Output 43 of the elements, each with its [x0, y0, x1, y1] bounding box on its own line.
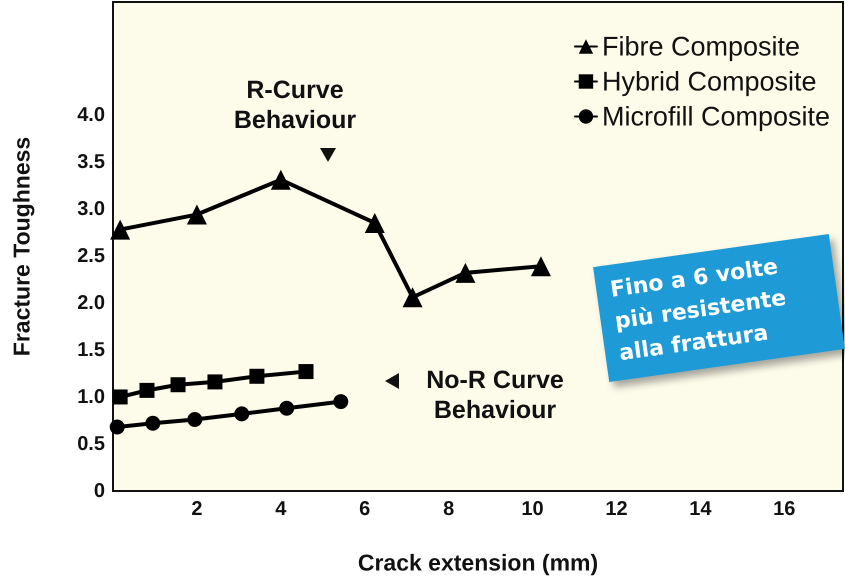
y-tick-label: 3.0	[77, 198, 105, 220]
point	[145, 416, 160, 431]
point	[333, 394, 348, 410]
x-tick-label: 2	[191, 498, 202, 520]
point	[139, 382, 154, 398]
legend-label: Hybrid Composite	[602, 66, 817, 96]
annotation: No-R Curve Behaviour	[425, 365, 565, 425]
point	[170, 377, 186, 392]
y-tick-label: 0.5	[77, 432, 105, 455]
x-tick-label: 10	[521, 498, 544, 520]
point	[279, 400, 294, 416]
legend-label: Fibre Composite	[602, 32, 800, 62]
point	[207, 374, 222, 390]
point	[530, 256, 551, 276]
point	[402, 287, 423, 308]
point	[186, 204, 207, 225]
y-tick-label: 0	[94, 480, 105, 502]
point	[110, 220, 130, 240]
legend-label: Microfill Composite	[602, 102, 830, 132]
x-tick-label: 16	[773, 498, 796, 520]
x-tick-label: 14	[689, 498, 712, 520]
point	[234, 406, 250, 422]
point	[270, 170, 291, 190]
x-tick-label: 8	[443, 498, 454, 520]
y-tick-label: 2.0	[77, 292, 105, 314]
point	[249, 368, 264, 384]
point	[187, 412, 202, 428]
x-axis-title: Crack extension (mm)	[358, 550, 598, 576]
point	[364, 212, 385, 233]
x-tick-label: 6	[359, 498, 370, 520]
y-tick-label: 1.0	[77, 386, 105, 408]
y-tick-label: 4.0	[77, 104, 105, 126]
y-tick-label: 3.5	[77, 150, 105, 173]
point	[112, 389, 128, 404]
annotation: R-Curve Behaviour	[232, 75, 358, 135]
y-tick-label: 2.5	[77, 244, 105, 267]
point	[298, 364, 314, 380]
y-tick-label: 1.5	[77, 338, 105, 361]
y-axis-title: Fracture Toughness	[8, 136, 34, 356]
x-tick-label: 12	[605, 498, 628, 520]
point	[110, 420, 125, 435]
x-tick-label: 4	[275, 498, 288, 520]
point	[455, 262, 476, 283]
